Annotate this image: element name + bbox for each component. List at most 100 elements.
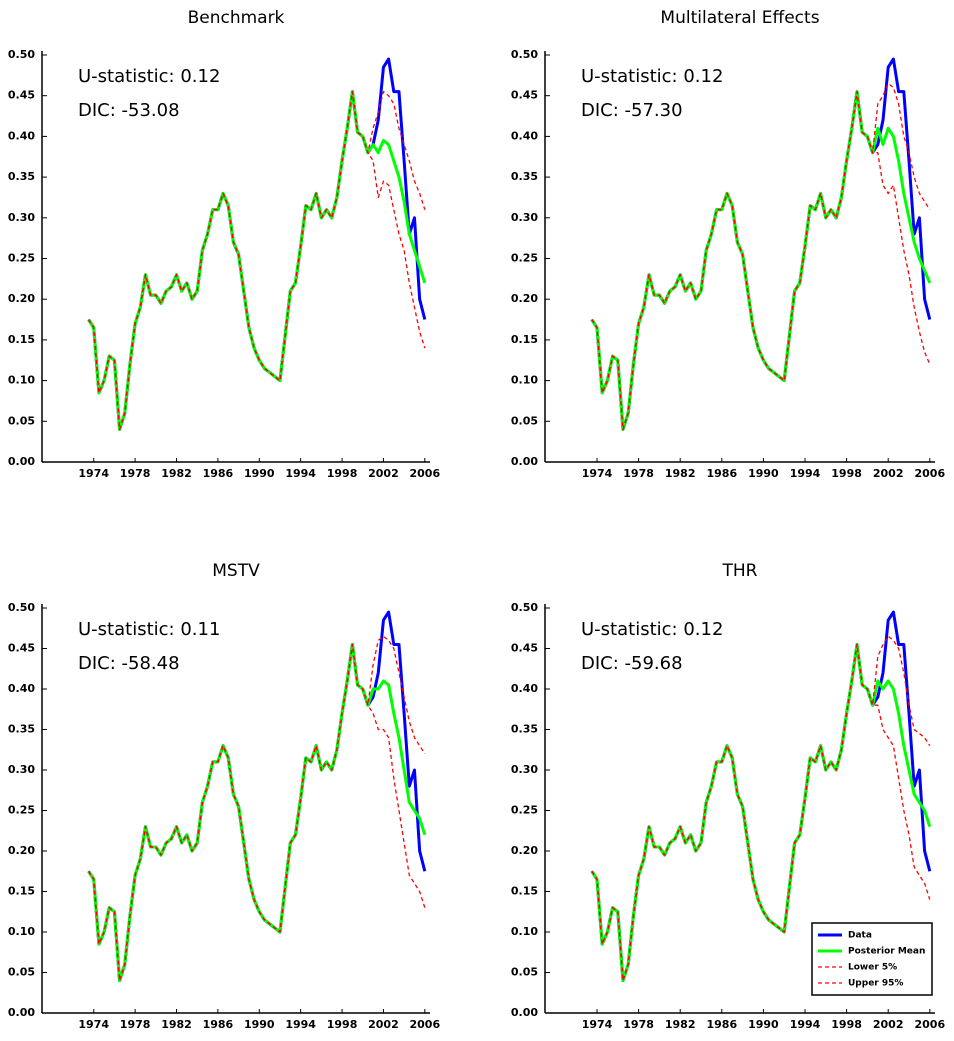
x-tick-label: 2002 bbox=[873, 1018, 904, 1031]
x-tick-label: 1982 bbox=[665, 467, 696, 480]
x-tick-label: 2006 bbox=[914, 1018, 945, 1031]
y-tick-label: 0.05 bbox=[511, 414, 538, 427]
x-tick-label: 1998 bbox=[327, 1018, 358, 1031]
y-tick-label: 0.30 bbox=[511, 763, 538, 776]
annotation: DIC: -53.08 bbox=[78, 100, 180, 121]
x-tick-label: 1986 bbox=[706, 467, 737, 480]
y-tick-label: 0.00 bbox=[511, 455, 538, 468]
y-tick-label: 0.00 bbox=[511, 1006, 538, 1019]
y-tick-label: 0.50 bbox=[8, 601, 35, 614]
annotation: U-statistic: 0.12 bbox=[78, 66, 220, 87]
y-tick-label: 0.35 bbox=[511, 723, 538, 736]
y-tick-label: 0.35 bbox=[8, 170, 35, 183]
chart-title: THR bbox=[722, 561, 758, 581]
y-tick-label: 0.15 bbox=[8, 333, 35, 346]
y-tick-label: 0.00 bbox=[8, 1006, 35, 1019]
y-tick-label: 0.40 bbox=[511, 682, 538, 695]
y-tick-label: 0.10 bbox=[8, 925, 35, 938]
y-tick-label: 0.30 bbox=[511, 211, 538, 224]
x-tick-label: 1982 bbox=[161, 1018, 192, 1031]
chart-title: Benchmark bbox=[188, 8, 285, 28]
y-tick-label: 0.20 bbox=[8, 844, 35, 857]
x-tick-label: 1994 bbox=[790, 1018, 821, 1031]
y-tick-label: 0.20 bbox=[511, 292, 538, 305]
y-tick-label: 0.05 bbox=[511, 966, 538, 979]
annotation: DIC: -58.48 bbox=[78, 653, 180, 674]
y-tick-label: 0.25 bbox=[511, 252, 538, 265]
x-tick-label: 1990 bbox=[748, 1018, 779, 1031]
x-tick-label: 1978 bbox=[623, 1018, 654, 1031]
y-tick-label: 0.10 bbox=[8, 374, 35, 387]
y-tick-label: 0.25 bbox=[511, 804, 538, 817]
legend-label: Data bbox=[848, 931, 872, 941]
x-tick-label: 1998 bbox=[831, 467, 862, 480]
x-tick-label: 1978 bbox=[120, 467, 151, 480]
y-tick-label: 0.50 bbox=[511, 48, 538, 61]
series-line bbox=[591, 635, 931, 982]
x-tick-label: 1986 bbox=[203, 467, 234, 480]
series-line bbox=[88, 635, 426, 982]
annotation: DIC: -57.30 bbox=[581, 100, 683, 121]
y-tick-label: 0.30 bbox=[8, 211, 35, 224]
annotation: DIC: -59.68 bbox=[581, 653, 683, 674]
x-tick-label: 2002 bbox=[368, 467, 399, 480]
x-tick-label: 1982 bbox=[161, 467, 192, 480]
y-tick-label: 0.40 bbox=[8, 129, 35, 142]
y-tick-label: 0.45 bbox=[511, 89, 538, 102]
x-tick-label: 2006 bbox=[410, 467, 441, 480]
series-line bbox=[87, 90, 427, 431]
x-tick-label: 1986 bbox=[203, 1018, 234, 1031]
y-tick-label: 0.45 bbox=[511, 642, 538, 655]
annotation: U-statistic: 0.12 bbox=[581, 619, 723, 640]
x-tick-label: 1974 bbox=[78, 1018, 109, 1031]
y-tick-label: 0.40 bbox=[511, 129, 538, 142]
x-tick-label: 1978 bbox=[120, 1018, 151, 1031]
annotation: U-statistic: 0.11 bbox=[78, 619, 220, 640]
chart-title: MSTV bbox=[212, 561, 260, 581]
y-tick-label: 0.45 bbox=[8, 642, 35, 655]
y-tick-label: 0.50 bbox=[511, 601, 538, 614]
x-tick-label: 2006 bbox=[914, 467, 945, 480]
x-tick-label: 1974 bbox=[78, 467, 109, 480]
y-tick-label: 0.05 bbox=[8, 414, 35, 427]
y-tick-label: 0.20 bbox=[8, 292, 35, 305]
y-tick-label: 0.15 bbox=[511, 885, 538, 898]
y-tick-label: 0.15 bbox=[8, 885, 35, 898]
x-tick-label: 1990 bbox=[748, 467, 779, 480]
y-tick-label: 0.50 bbox=[8, 48, 35, 61]
legend-label: Lower 5% bbox=[848, 963, 897, 973]
x-tick-label: 1990 bbox=[244, 1018, 275, 1031]
y-tick-label: 0.25 bbox=[8, 804, 35, 817]
x-tick-label: 1994 bbox=[285, 467, 316, 480]
y-tick-label: 0.10 bbox=[511, 374, 538, 387]
y-tick-label: 0.00 bbox=[8, 455, 35, 468]
x-tick-label: 1978 bbox=[623, 467, 654, 480]
x-tick-label: 1994 bbox=[790, 467, 821, 480]
x-tick-label: 2002 bbox=[368, 1018, 399, 1031]
x-tick-label: 1986 bbox=[706, 1018, 737, 1031]
x-tick-label: 2002 bbox=[873, 467, 904, 480]
annotation: U-statistic: 0.12 bbox=[581, 66, 723, 87]
y-tick-label: 0.05 bbox=[8, 966, 35, 979]
y-tick-label: 0.40 bbox=[8, 682, 35, 695]
y-tick-label: 0.25 bbox=[8, 252, 35, 265]
x-tick-label: 1974 bbox=[582, 1018, 613, 1031]
x-tick-label: 1974 bbox=[582, 467, 613, 480]
x-tick-label: 2006 bbox=[410, 1018, 441, 1031]
chart-title: Multilateral Effects bbox=[660, 8, 819, 28]
x-tick-label: 1990 bbox=[244, 467, 275, 480]
legend-label: Upper 95% bbox=[848, 979, 903, 989]
x-tick-label: 1982 bbox=[665, 1018, 696, 1031]
y-tick-label: 0.20 bbox=[511, 844, 538, 857]
y-tick-label: 0.45 bbox=[8, 89, 35, 102]
x-tick-label: 1998 bbox=[831, 1018, 862, 1031]
y-tick-label: 0.35 bbox=[511, 170, 538, 183]
x-tick-label: 1998 bbox=[327, 467, 358, 480]
y-tick-label: 0.10 bbox=[511, 925, 538, 938]
y-tick-label: 0.15 bbox=[511, 333, 538, 346]
x-tick-label: 1994 bbox=[285, 1018, 316, 1031]
legend-label: Posterior Mean bbox=[848, 947, 925, 957]
y-tick-label: 0.30 bbox=[8, 763, 35, 776]
y-tick-label: 0.35 bbox=[8, 723, 35, 736]
